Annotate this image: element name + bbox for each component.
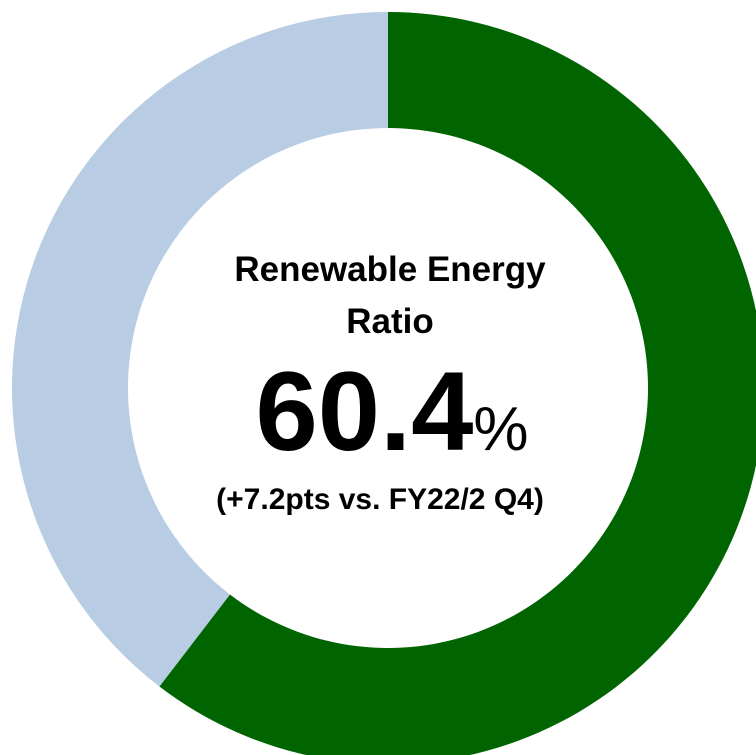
donut-segment bbox=[159, 12, 756, 755]
unit-label: % bbox=[473, 395, 529, 464]
chart-title: Renewable Energy Ratio bbox=[234, 250, 546, 341]
center-value: 60.4% bbox=[14, 352, 756, 490]
chart-subtitle: (+7.2pts vs. FY22/2 Q4) bbox=[216, 483, 544, 516]
donut-segment bbox=[12, 12, 389, 687]
value-label: 60.4 bbox=[255, 349, 474, 474]
